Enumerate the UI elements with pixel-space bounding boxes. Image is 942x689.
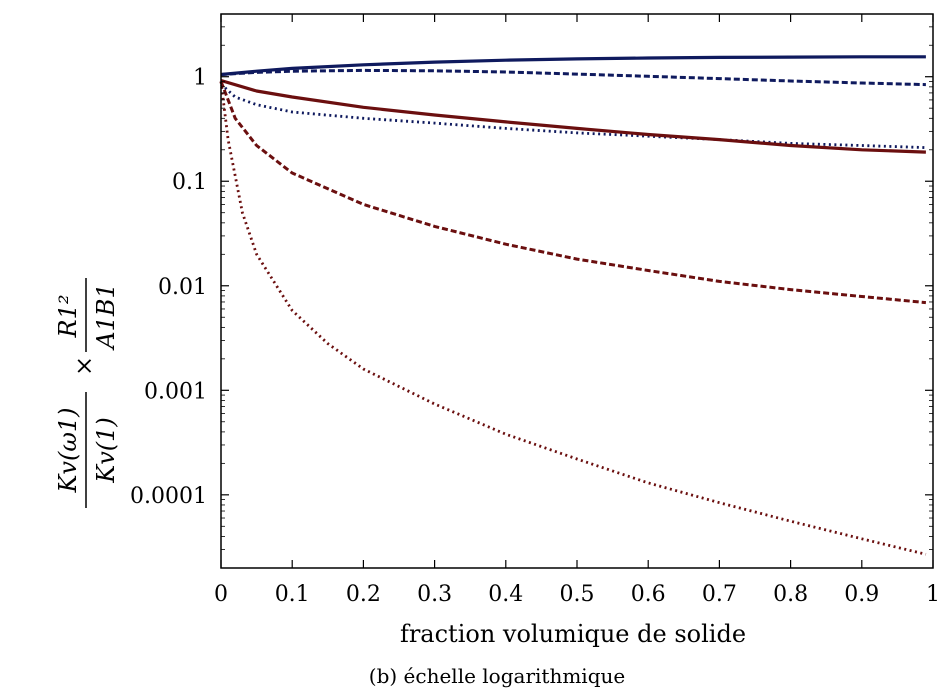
y-tick-label: 0.001	[144, 379, 207, 404]
plot-frame	[220, 13, 934, 569]
x-tick-label: 0.9	[844, 582, 879, 607]
x-tick-label: 0.8	[773, 582, 808, 607]
series-line-blue-solid	[220, 55, 926, 77]
y-axis-title: Kv(ω1) Kv(1) × R1² A1B1	[54, 278, 120, 508]
x-tick-label: 0.5	[560, 582, 595, 607]
ylabel-right-numerator: R1²	[54, 295, 82, 339]
x-tick-label: 0.2	[346, 582, 381, 607]
x-tick-label: 0.4	[488, 582, 523, 607]
x-tick-label: 0.7	[702, 582, 737, 607]
series-line-red-dashed	[219, 80, 927, 305]
y-tick-label: 0.1	[172, 170, 207, 195]
x-axis-title: fraction volumique de solide	[400, 620, 746, 648]
x-tick-label: 0	[214, 582, 228, 607]
y-tick-label: 1	[193, 66, 207, 91]
x-tick-label: 0.1	[275, 582, 310, 607]
ylabel-left-denominator: Kv(1)	[92, 417, 120, 483]
series-line-blue-dashed	[220, 68, 926, 87]
y-tick-label: 0.01	[158, 275, 207, 300]
figure-caption: (b) échelle logarithmique	[369, 664, 625, 688]
series-layer	[219, 55, 927, 556]
y-tick-label: 0.0001	[130, 484, 207, 509]
series-line-blue-dotted	[220, 83, 926, 149]
ticks-layer: 0 0.1 0.2 0.3 0.4 0.5 0.6 0.7 0.8 0.9 1 1 0.1 0.01 0.0…	[130, 14, 940, 607]
ylabel-left-numerator: Kv(ω1)	[54, 407, 82, 493]
series-line-red-solid	[220, 78, 926, 154]
ylabel-right-denominator: A1B1	[92, 283, 120, 351]
x-tick-label: 0.6	[631, 582, 666, 607]
series-line-red-dotted	[219, 81, 927, 556]
ylabel-times: ×	[70, 356, 98, 376]
x-tick-label: 1	[926, 582, 940, 607]
x-tick-label: 0.3	[417, 582, 452, 607]
